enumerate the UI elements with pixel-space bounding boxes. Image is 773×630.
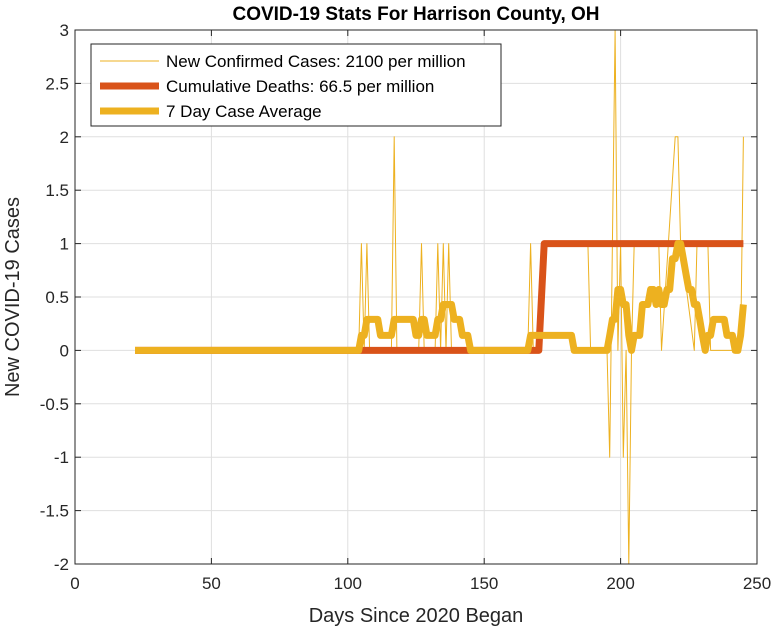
x-tick-label: 200 bbox=[606, 574, 634, 593]
y-axis-label: New COVID-19 Cases bbox=[2, 197, 24, 397]
x-tick-label: 100 bbox=[334, 574, 362, 593]
y-tick-label: 2.5 bbox=[45, 74, 69, 93]
y-tick-label: 0 bbox=[60, 341, 69, 360]
chart-title: COVID-19 Stats For Harrison County, OH bbox=[232, 4, 599, 25]
x-tick-label: 150 bbox=[470, 574, 498, 593]
legend-entry-3: 7 Day Case Average bbox=[166, 102, 322, 121]
y-tick-label: -1 bbox=[54, 448, 69, 467]
y-tick-label: 3 bbox=[60, 21, 69, 40]
y-tick-label: -2 bbox=[54, 555, 69, 574]
y-tick-label: 1 bbox=[60, 235, 69, 254]
y-tick-label: 1.5 bbox=[45, 181, 69, 200]
legend: New Confirmed Cases: 2100 per million Cum… bbox=[90, 43, 502, 127]
x-tick-label: 0 bbox=[70, 574, 79, 593]
x-axis-label: Days Since 2020 Began bbox=[309, 605, 524, 627]
y-tick-label: -1.5 bbox=[40, 502, 69, 521]
y-tick-label: 2 bbox=[60, 128, 69, 147]
y-tick-label: -0.5 bbox=[40, 395, 69, 414]
legend-box bbox=[90, 43, 502, 127]
x-tick-label: 50 bbox=[202, 574, 221, 593]
series-line-3 bbox=[135, 240, 747, 354]
ticks: 0 50 100 150 200 250 -2 -1.5 -1 -0.5 0 0.5 1 1.5 2 2.5 3 bbox=[40, 21, 771, 593]
y-tick-label: 0.5 bbox=[45, 288, 69, 307]
x-tick-label: 250 bbox=[743, 574, 771, 593]
series-layer bbox=[135, 29, 747, 565]
legend-entry-2: Cumulative Deaths: 66.5 per million bbox=[166, 77, 434, 96]
legend-entry-1: New Confirmed Cases: 2100 per million bbox=[166, 52, 466, 71]
